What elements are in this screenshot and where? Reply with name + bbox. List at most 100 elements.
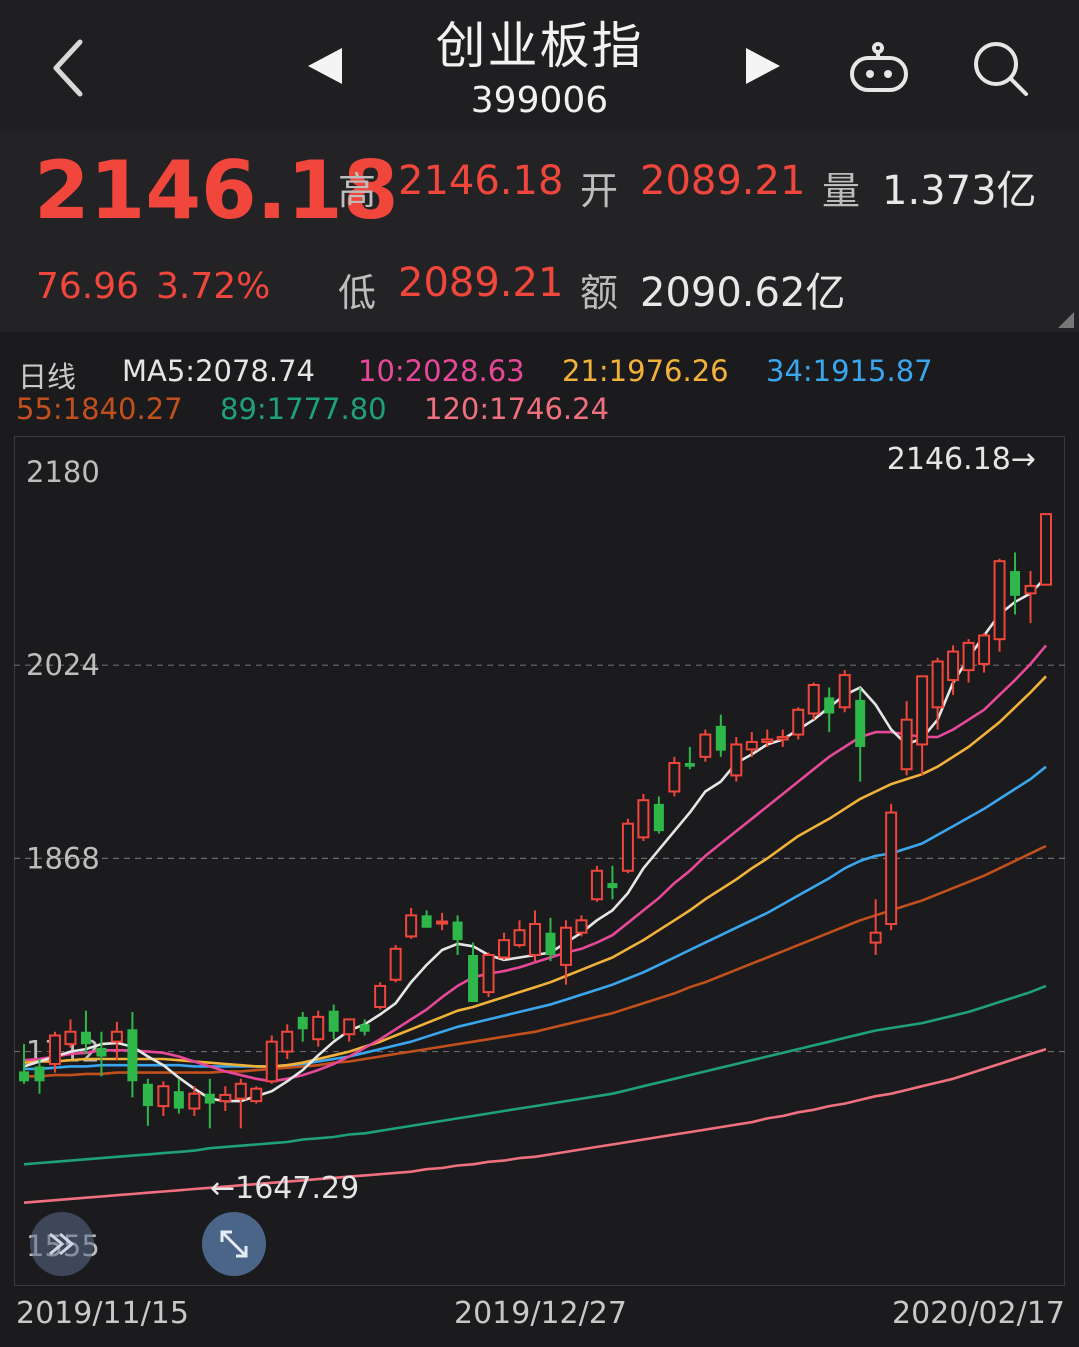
candle-body-down	[545, 932, 556, 955]
ma-line-ma89	[23, 984, 1047, 1166]
back-chevron-icon[interactable]	[48, 38, 88, 98]
x-axis-label-end: 2020/02/17	[892, 1296, 1065, 1331]
y-tick-label: 1868	[26, 841, 100, 875]
chart-frame	[14, 436, 1065, 1286]
candle-body-up	[590, 869, 603, 901]
candle-body-up	[157, 1085, 170, 1108]
candle-body-down	[715, 725, 726, 751]
high-label: 高	[338, 169, 377, 213]
candle-body-down	[684, 763, 695, 767]
fullscreen-button[interactable]	[202, 1212, 266, 1276]
candle-body-up	[188, 1092, 201, 1110]
ma-line-ma34	[24, 765, 1047, 1071]
candle-body-up	[482, 953, 495, 994]
candle-body-up	[575, 919, 588, 934]
candle-body-up	[498, 939, 511, 959]
candle-body-up	[637, 799, 650, 839]
candle-body-down	[1010, 571, 1021, 596]
candle-body-down	[297, 1016, 308, 1030]
candle-body-up	[250, 1087, 263, 1103]
ma-line-ma120	[23, 1047, 1047, 1204]
candle-body-up	[374, 984, 387, 1008]
candle-body-down	[142, 1083, 153, 1107]
chart-period-label[interactable]: 日线	[18, 360, 77, 394]
candle-body-up	[64, 1030, 77, 1046]
x-axis-label-mid: 2019/12/27	[454, 1296, 627, 1331]
double-chevron-icon	[49, 1232, 75, 1256]
candle-body-down	[173, 1091, 184, 1109]
candle-body-up	[993, 560, 1006, 641]
ma5-legend: MA5:2078.74	[122, 354, 316, 388]
y-tick-label: 2024	[26, 648, 100, 682]
candle-body-down	[80, 1031, 91, 1045]
candle-body-up	[962, 641, 975, 672]
amount-value: 2090.62亿	[640, 270, 846, 316]
candle-body-up	[312, 1015, 325, 1041]
price-change: 76.96	[36, 266, 140, 307]
ma-line-ma10	[23, 644, 1047, 1083]
candle-body-up	[745, 740, 758, 751]
prev-triangle-icon[interactable]	[306, 46, 346, 86]
ma55-legend: 55:1840.27	[16, 392, 183, 426]
candle-body-up	[513, 929, 526, 947]
candle-body-up	[792, 708, 805, 736]
candle-body-up	[234, 1082, 247, 1100]
candle-body-up	[389, 947, 402, 981]
quote-panel: 2146.18 76.96 3.72% 高 2146.18 开 2089.21 …	[0, 132, 1079, 332]
page-title: 创业板指	[435, 17, 644, 75]
candle-body-down	[421, 915, 432, 928]
volume-value: 1.373亿	[882, 168, 1037, 214]
current-price: 2146.18	[34, 144, 399, 237]
candlestick-chart[interactable]: 218020241868171215552146.18→←1647.29	[14, 436, 1065, 1286]
candle-body-up	[1040, 513, 1052, 586]
ma89-legend: 89:1777.80	[220, 392, 387, 426]
candle-body-up	[978, 634, 991, 665]
candle-body-down	[204, 1093, 215, 1104]
candle-body-up	[730, 743, 743, 777]
candle-body-up	[838, 674, 851, 709]
volume-label: 量	[822, 169, 861, 213]
ma34-legend: 34:1915.87	[766, 354, 933, 388]
candle-body-up	[761, 738, 774, 743]
candle-body-up	[110, 1030, 123, 1043]
stock-code: 399006	[470, 80, 609, 121]
expand-arrows-icon	[220, 1230, 248, 1258]
y-tick-label: 2180	[26, 455, 100, 489]
search-icon[interactable]	[970, 38, 1030, 98]
ma120-legend: 120:1746.24	[424, 392, 610, 426]
candle-body-up	[807, 684, 820, 715]
candle-body-up	[776, 736, 789, 741]
candle-body-up	[621, 822, 634, 872]
top-nav-bar: 创业板指 399006	[0, 0, 1079, 132]
next-triangle-icon[interactable]	[742, 46, 782, 86]
candle-body-up	[668, 762, 681, 793]
open-label: 开	[580, 169, 619, 213]
candle-body-up	[529, 923, 541, 956]
candle-body-down	[127, 1029, 138, 1082]
candle-body-up	[219, 1093, 232, 1103]
robot-icon[interactable]	[848, 40, 912, 96]
candle-body-down	[359, 1024, 370, 1032]
candle-body-down	[468, 954, 479, 1003]
low-label: 低	[338, 271, 377, 315]
open-value: 2089.21	[640, 158, 806, 204]
candle-body-down	[824, 697, 835, 714]
candle-body-down	[34, 1066, 45, 1082]
candle-body-up	[1024, 584, 1037, 595]
candle-body-up	[343, 1018, 356, 1036]
ma10-legend: 10:2028.63	[358, 354, 525, 388]
candle-body-up	[436, 920, 449, 925]
expand-corner-icon[interactable]	[1058, 312, 1074, 328]
candle-body-up	[405, 914, 418, 938]
candle-body-down	[653, 803, 664, 832]
candle-body-up	[48, 1034, 61, 1065]
candle-body-up	[265, 1040, 278, 1083]
ma-legend-row-1: 日线	[18, 354, 76, 396]
double-chevron-button[interactable]	[30, 1212, 94, 1276]
max-price-annotation: 2146.18→	[887, 442, 1036, 477]
candle-body-up	[281, 1030, 294, 1053]
candle-body-down	[607, 883, 618, 889]
candle-body-up	[900, 718, 913, 771]
low-value: 2089.21	[398, 260, 564, 306]
amount-label: 额	[580, 271, 619, 315]
